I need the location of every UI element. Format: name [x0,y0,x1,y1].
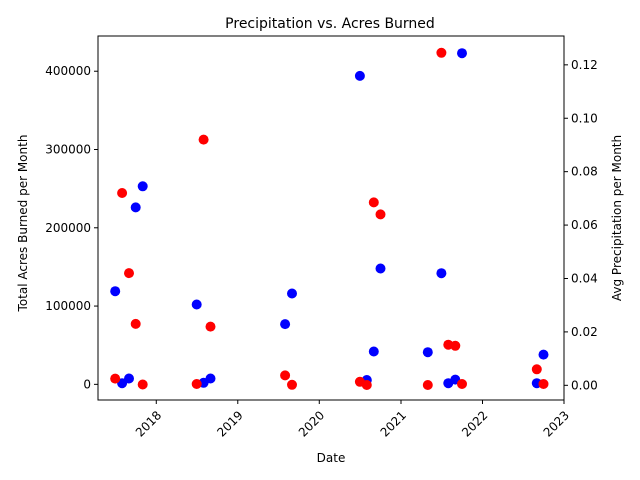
right-y-tick-label-4: 0.08 [571,165,598,179]
precipitation-point-3 [130,318,141,329]
acres-point-4 [137,181,148,192]
right-y-tick-label-3: 0.06 [571,218,598,232]
precipitation-point-18 [457,379,467,389]
x-tick-label-1: 2019 [214,408,245,439]
right-y-tick-label-6: 0.12 [571,58,598,72]
right-y-axis-label: Avg Precipitation per Month [610,135,624,301]
x-axis-label: Date [317,451,346,465]
precipitation-point-5 [191,379,202,389]
x-tick-label-5: 2023 [541,408,572,439]
precipitation-point-11 [361,380,372,390]
precipitation-point-12 [368,197,379,208]
x-tick-label-0: 2018 [133,408,164,439]
acres-point-12 [368,346,379,357]
acres-point-3 [130,202,141,213]
left-y-tick-label-2: 200000 [45,221,91,235]
precipitation-point-17 [450,340,461,351]
x-tick-label-2: 2020 [296,408,327,439]
precipitation-point-15 [436,47,447,58]
left-y-tick-label-4: 400000 [45,64,91,78]
plot-frame [97,35,565,401]
left-y-tick-label-1: 100000 [45,299,91,313]
acres-point-18 [457,48,467,59]
left-y-tick-label-3: 300000 [45,143,91,157]
left-y-tick-label-0: 0 [83,377,91,391]
acres-point-7 [205,373,216,384]
right-y-tick-label-5: 0.10 [571,111,598,125]
right-y-tick-label-1: 0.02 [571,325,598,339]
acres-point-0 [110,286,121,297]
acres-point-10 [354,70,365,81]
precipitation-point-13 [375,209,386,220]
precipitation-point-0 [110,373,121,384]
precipitation-point-9 [287,379,297,390]
chart-title: Precipitation vs. Acres Burned [225,16,435,32]
acres-point-8 [280,319,291,330]
acres-point-2 [124,373,134,384]
precipitation-point-1 [117,188,128,198]
precipitation-point-8 [280,370,291,381]
precipitation-point-4 [137,379,148,390]
precipitation-point-14 [422,380,433,390]
acres-point-13 [375,263,386,274]
acres-point-9 [287,288,297,299]
x-tick-label-4: 2022 [459,408,490,439]
precipitation-point-20 [538,379,549,389]
precipitation-point-19 [531,364,542,375]
x-tick-label-3: 2021 [378,408,409,439]
chart-marks [110,47,549,390]
precipitation-point-6 [198,134,209,145]
precipitation-point-7 [205,321,216,332]
left-y-axis-label: Total Acres Burned per Month [16,135,30,313]
acres-point-15 [436,268,447,279]
acres-point-5 [191,299,202,310]
right-y-tick-label-0: 0.00 [571,378,598,392]
right-y-tick-label-2: 0.04 [571,271,598,285]
precipitation-point-2 [124,268,134,279]
acres-point-14 [422,347,433,358]
acres-point-20 [538,349,549,360]
